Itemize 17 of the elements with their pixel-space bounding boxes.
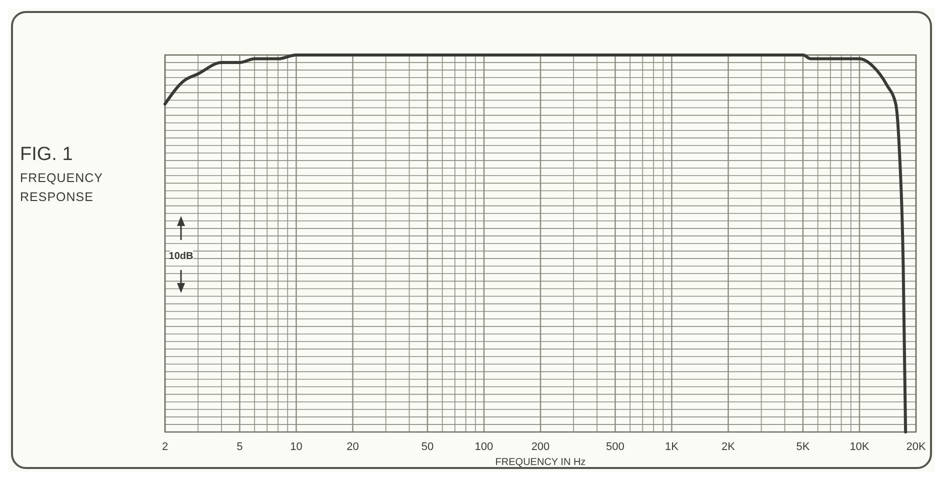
x-tick-label: 5 — [236, 441, 243, 453]
x-tick-label: 10K — [850, 441, 870, 453]
x-tick-label: 1K — [664, 441, 680, 453]
x-tick-label: 20K — [906, 441, 926, 453]
x-tick-label: 500 — [606, 441, 624, 453]
x-tick-label: 10 — [290, 441, 302, 453]
x-tick-label: 2K — [722, 441, 736, 453]
x-tick-label: 50 — [421, 441, 434, 453]
x-tick-label: 100 — [474, 441, 494, 453]
x-tick-label: 200 — [531, 441, 550, 453]
text: FIG. 1 — [20, 144, 73, 165]
annotation: 10dB — [168, 251, 194, 262]
x-tick-label: 20 — [346, 441, 359, 453]
x-tick-label: 5K — [796, 441, 810, 453]
x-tick-label: 2 — [162, 441, 168, 453]
text: FREQUENCY RESPONSE — [20, 171, 104, 204]
x-axis-title: FREQUENCY IN Hz — [495, 457, 586, 468]
